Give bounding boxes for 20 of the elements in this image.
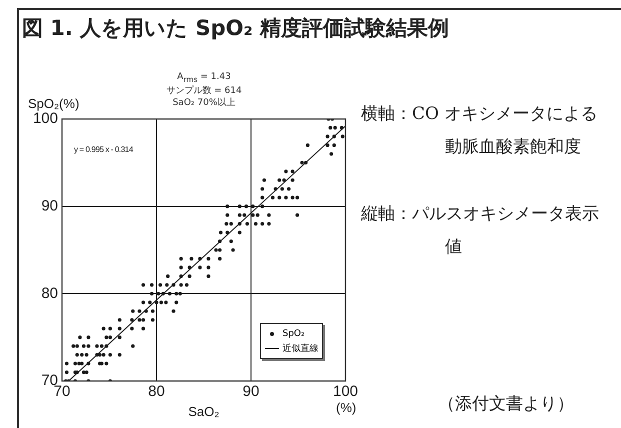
text: （添付文書より） (438, 393, 574, 415)
text: サンプル数 = 614 (165, 84, 243, 97)
text: SaO₂ 70%以上 (172, 96, 236, 109)
y-tick-label: 90 (41, 197, 58, 214)
text: 横軸：CO オキシメータによる動脈血酸素飽和度 (361, 103, 598, 159)
x-tick-label: 80 (148, 383, 165, 400)
chart-title: 図 1. 人を用いた SpO₂ 精度評価試験結果例 (22, 15, 450, 42)
x-tick-label: 100 (332, 383, 358, 400)
legend-label: 近似直線 (282, 342, 318, 355)
y-tick-label: 80 (41, 284, 58, 302)
y-tick-label: 100 (32, 110, 58, 128)
text: (%) (336, 400, 356, 415)
text: A$_{rms}$ = 1.43 (176, 72, 232, 84)
legend-label: SpO₂ (282, 328, 305, 338)
text: 縦軸：パルスオキシメータ表示値 (361, 203, 600, 259)
x-axis-title: SaO₂ (188, 404, 220, 419)
x-tick-label: 90 (242, 383, 260, 400)
y-axis-title: SpO₂(%) (28, 96, 80, 111)
annotation: y = 0.995 x - 0.314 (74, 145, 133, 154)
y-tick-label: 70 (41, 372, 58, 390)
